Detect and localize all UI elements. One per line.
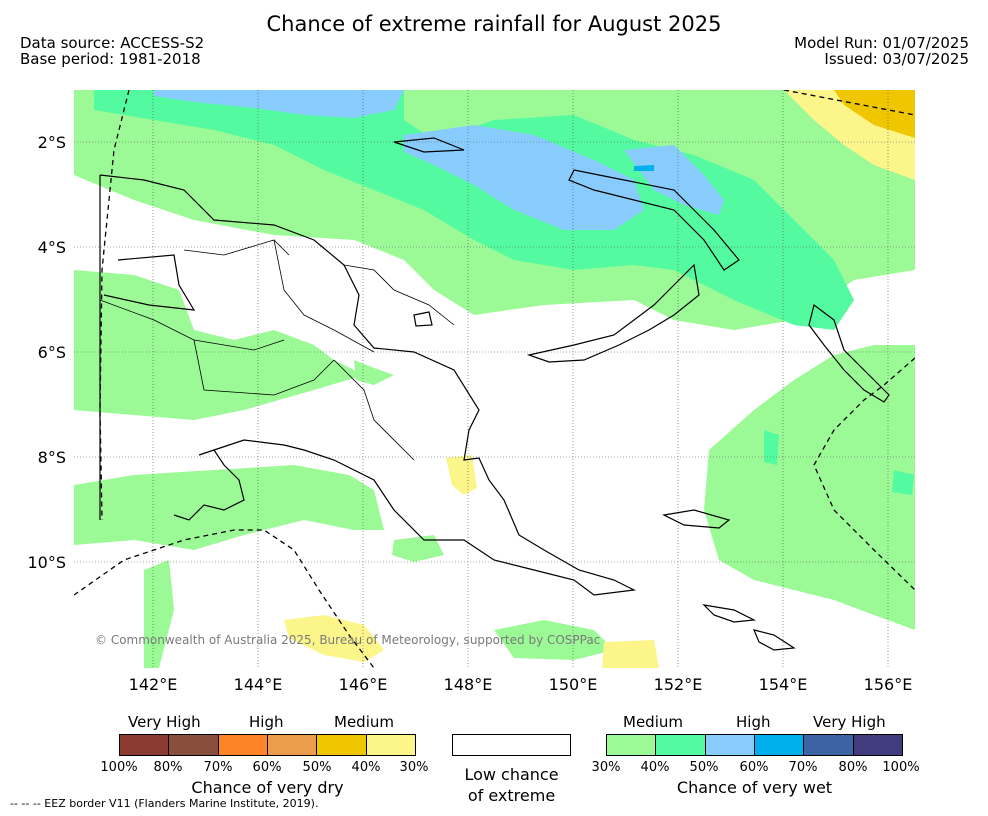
dry-tick: 100% <box>100 760 138 775</box>
dry-tick: 80% <box>153 760 183 775</box>
issued-date: Issued: 03/07/2025 <box>824 50 969 68</box>
rainfall-map <box>74 90 915 668</box>
lon-label-152e: 152°E <box>653 675 703 694</box>
wet-swatch <box>607 735 657 755</box>
map-title: Chance of extreme rainfall for August 20… <box>266 12 722 36</box>
dry-medium-label: Medium <box>334 713 394 731</box>
wet-swatch <box>804 735 854 755</box>
wet-swatch <box>705 735 755 755</box>
dry-caption: Chance of very dry <box>191 778 344 797</box>
wet-swatch <box>754 735 805 755</box>
wet-high-region <box>154 90 724 230</box>
eez-footnote: -- -- -- EEZ border V11 (Flanders Marine… <box>10 797 319 810</box>
lon-label-148e: 148°E <box>443 675 493 694</box>
graticule <box>74 90 915 668</box>
wet-tick: 40% <box>640 760 670 775</box>
dry-swatch <box>267 735 318 755</box>
wet-swatch <box>656 735 706 755</box>
data-info: Data source: ACCESS-S2 Base period: 1981… <box>20 35 204 67</box>
dry-swatch <box>120 735 170 755</box>
lat-label-10s: 10°S <box>27 553 66 572</box>
wet-tick: 50% <box>689 760 719 775</box>
province-borders <box>99 239 455 461</box>
wet-very-high-label: Very High <box>813 713 886 731</box>
model-run: Model Run: 01/07/2025 <box>794 34 969 52</box>
low-chance-swatch <box>452 734 571 756</box>
wet-caption: Chance of very wet <box>676 778 833 797</box>
dry-tick: 70% <box>203 760 233 775</box>
wet-tick: 60% <box>739 760 769 775</box>
dry-swatch <box>169 735 219 755</box>
lon-label-156e: 156°E <box>863 675 913 694</box>
dry-high-region <box>834 90 915 138</box>
lat-label-2s: 2°S <box>37 133 66 152</box>
wet-swatch <box>853 735 902 755</box>
dry-swatch <box>218 735 268 755</box>
wet-tick: 100% <box>882 760 920 775</box>
low-chance-caption: Low chance of extreme <box>452 764 571 806</box>
lon-label-154e: 154°E <box>758 675 808 694</box>
eez-border <box>74 90 915 668</box>
low-chance-caption-line1: Low chance <box>464 765 559 784</box>
lat-label-6s: 6°S <box>37 343 66 362</box>
dry-color-bar <box>119 734 416 756</box>
lat-label-8s: 8°S <box>37 448 66 467</box>
dry-tick: 40% <box>351 760 381 775</box>
dry-swatch <box>366 735 415 755</box>
dry-tick: 60% <box>252 760 282 775</box>
wet-high-label: High <box>736 713 771 731</box>
wet-color-bar <box>606 734 903 756</box>
dry-tick: 50% <box>302 760 332 775</box>
low-chance-caption-line2: of extreme <box>467 786 556 805</box>
dry-swatch <box>317 735 367 755</box>
lat-label-4s: 4°S <box>37 238 66 257</box>
dry-tick: 30% <box>399 760 429 775</box>
lon-label-144e: 144°E <box>233 675 283 694</box>
lon-label-142e: 142°E <box>128 675 178 694</box>
copyright-note: © Commonwealth of Australia 2025, Bureau… <box>95 633 601 647</box>
dry-very-high-label: Very High <box>128 713 201 731</box>
base-period: Base period: 1981-2018 <box>20 50 201 68</box>
lon-label-150e: 150°E <box>548 675 598 694</box>
wet-tick: 70% <box>788 760 818 775</box>
run-info: Model Run: 01/07/2025 Issued: 03/07/2025 <box>794 35 969 67</box>
wet-very-high-spot <box>634 165 654 171</box>
wet-tick: 80% <box>838 760 868 775</box>
lon-label-146e: 146°E <box>338 675 388 694</box>
wet-medium-label: Medium <box>623 713 683 731</box>
dry-high-label: High <box>249 713 284 731</box>
data-source: Data source: ACCESS-S2 <box>20 34 205 52</box>
wet-tick: 30% <box>591 760 621 775</box>
